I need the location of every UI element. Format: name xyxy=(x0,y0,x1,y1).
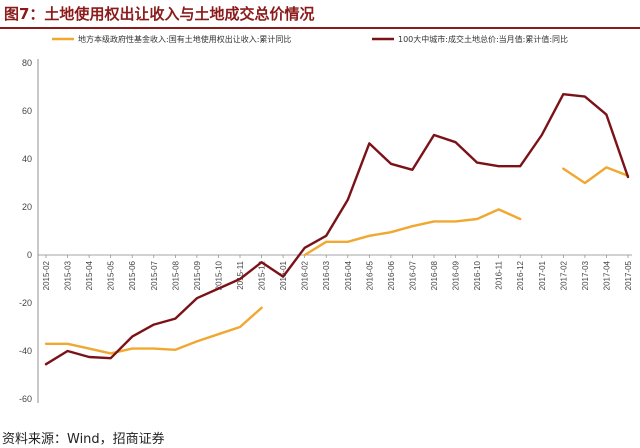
x-tick-label: 2016-06 xyxy=(387,260,396,290)
x-tick-label: 2015-08 xyxy=(171,260,180,290)
y-tick-label: -60 xyxy=(19,394,32,404)
legend-label-2: 100大中城市:成交土地总价:当月值:累计值:同比 xyxy=(398,34,568,44)
x-tick-label: 2016-04 xyxy=(344,260,353,290)
figure-title: 图7：土地使用权出让收入与土地成交总价情况 xyxy=(4,5,315,23)
source-note: 资料来源：Wind，招商证券 xyxy=(2,432,165,447)
x-tick-label: 2015-06 xyxy=(128,260,137,290)
x-tick-label: 2015-05 xyxy=(107,260,116,290)
y-tick-label: 20 xyxy=(22,202,32,212)
x-tick-label: 2016-02 xyxy=(301,260,310,290)
x-tick-label: 2016-05 xyxy=(365,260,374,290)
legend: 地方本级政府性基金收入:国有土地使用权出让收入:累计同比 100大中城市:成交土地… xyxy=(52,34,568,44)
y-tick-label: 40 xyxy=(22,154,32,164)
x-axis: 2015-02 2015-03 2015-04 2015-05 2015-06 2015-… xyxy=(38,254,633,290)
line-chart: 地方本级政府性基金收入:国有土地使用权出让收入:累计同比 100大中城市:成交土地… xyxy=(19,34,633,404)
x-tick-label: 2017-01 xyxy=(538,260,547,290)
series-line-1 xyxy=(44,166,630,355)
series-layer xyxy=(44,93,630,366)
x-tick-label: 2017-02 xyxy=(559,260,568,290)
x-tick-label: 2017-05 xyxy=(624,260,633,290)
y-axis: -60 -40 -20 0 20 40 60 80 xyxy=(19,58,39,404)
x-tick-label: 2015-09 xyxy=(193,260,202,290)
y-tick-label: -20 xyxy=(19,298,32,308)
x-tick-label: 2016-08 xyxy=(430,260,439,290)
x-tick-label: 2015-02 xyxy=(42,260,51,290)
x-tick-label: 2015-12 xyxy=(258,260,267,290)
y-tick-label: 80 xyxy=(22,58,32,68)
legend-label-1: 地方本级政府性基金收入:国有土地使用权出让收入:累计同比 xyxy=(78,34,291,44)
x-tick-label: 2015-07 xyxy=(150,260,159,290)
x-tick-label: 2015-04 xyxy=(85,260,94,290)
x-tick-label: 2017-04 xyxy=(602,260,611,290)
x-tick-label: 2016-11 xyxy=(495,260,504,289)
x-tick-label: 2016-12 xyxy=(516,260,525,290)
x-tick-label: 2017-03 xyxy=(581,260,590,290)
y-tick-label: 0 xyxy=(27,250,32,260)
series-line-2 xyxy=(44,93,630,366)
x-tick-label: 2015-03 xyxy=(64,260,73,290)
x-tick-label: 2015-11 xyxy=(236,260,245,289)
x-tick-label: 2016-07 xyxy=(408,260,417,290)
y-tick-label: -40 xyxy=(19,346,32,356)
y-tick-label: 60 xyxy=(22,106,32,116)
x-tick-label: 2016-09 xyxy=(452,260,461,290)
x-tick-label: 2015-10 xyxy=(214,260,223,290)
x-tick-label: 2016-10 xyxy=(473,260,482,290)
title-rule xyxy=(0,27,640,29)
x-tick-label: 2016-03 xyxy=(322,260,331,290)
